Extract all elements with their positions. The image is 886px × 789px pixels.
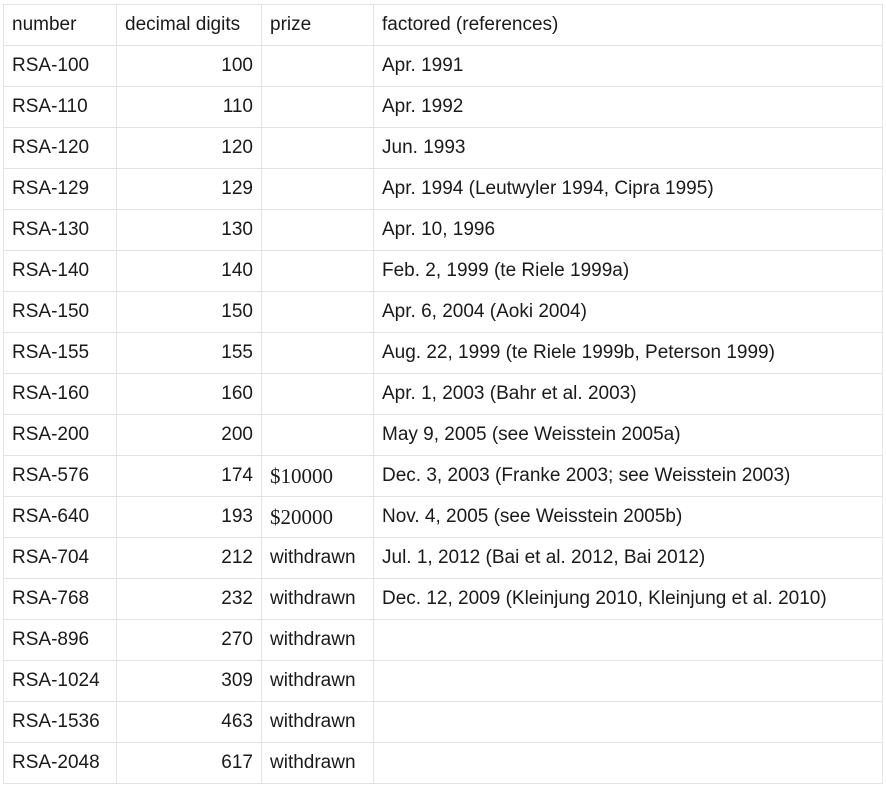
cell-factored: Apr. 1994 (Leutwyler 1994, Cipra 1995)	[373, 168, 883, 210]
cell-factored: Apr. 1992	[373, 86, 883, 128]
cell-number: RSA-130	[3, 209, 117, 251]
cell-number: RSA-704	[3, 537, 117, 579]
cell-decimal-digits: 200	[116, 414, 262, 456]
header-prize: prize	[261, 4, 374, 46]
cell-decimal-digits: 155	[116, 332, 262, 374]
header-decimal-digits: decimal digits	[116, 4, 262, 46]
cell-factored: Feb. 2, 1999 (te Riele 1999a)	[373, 250, 883, 292]
cell-prize	[261, 86, 374, 128]
cell-number: RSA-155	[3, 332, 117, 374]
cell-decimal-digits: 150	[116, 291, 262, 333]
cell-decimal-digits: 100	[116, 45, 262, 87]
cell-factored: May 9, 2005 (see Weisstein 2005a)	[373, 414, 883, 456]
cell-factored: Apr. 1991	[373, 45, 883, 87]
table-row: RSA-200 200 May 9, 2005 (see Weisstein 200…	[3, 414, 883, 456]
cell-factored	[373, 742, 883, 784]
cell-factored: Jun. 1993	[373, 127, 883, 169]
table-row: RSA-1536 463 withdrawn	[3, 701, 883, 743]
cell-prize: withdrawn	[261, 742, 374, 784]
table-row: RSA-129 129 Apr. 1994 (Leutwyler 1994, Cip…	[3, 168, 883, 210]
table-row: RSA-130 130 Apr. 10, 1996	[3, 209, 883, 251]
cell-decimal-digits: 174	[116, 455, 262, 497]
cell-decimal-digits: 212	[116, 537, 262, 579]
table-row: RSA-140 140 Feb. 2, 1999 (te Riele 1999a)	[3, 250, 883, 292]
cell-number: RSA-640	[3, 496, 117, 538]
table-row: RSA-896 270 withdrawn	[3, 619, 883, 661]
table-row: RSA-768 232 withdrawn Dec. 12, 2009 (Kleinj…	[3, 578, 883, 620]
table-header-row: number decimal digits prize factored (re…	[3, 4, 883, 46]
cell-number: RSA-140	[3, 250, 117, 292]
table-body: RSA-100 100 Apr. 1991 RSA-110 110 Apr. 1992 RS…	[3, 45, 883, 784]
cell-number: RSA-160	[3, 373, 117, 415]
cell-decimal-digits: 617	[116, 742, 262, 784]
cell-number: RSA-150	[3, 291, 117, 333]
cell-number: RSA-2048	[3, 742, 117, 784]
cell-number: RSA-129	[3, 168, 117, 210]
table-row: RSA-704 212 withdrawn Jul. 1, 2012 (Bai et …	[3, 537, 883, 579]
cell-prize	[261, 414, 374, 456]
cell-prize: $10000	[261, 455, 374, 497]
cell-factored	[373, 660, 883, 702]
cell-prize	[261, 291, 374, 333]
cell-prize	[261, 250, 374, 292]
cell-prize: withdrawn	[261, 578, 374, 620]
cell-number: RSA-896	[3, 619, 117, 661]
cell-decimal-digits: 160	[116, 373, 262, 415]
cell-decimal-digits: 232	[116, 578, 262, 620]
cell-prize	[261, 332, 374, 374]
cell-number: RSA-768	[3, 578, 117, 620]
cell-number: RSA-576	[3, 455, 117, 497]
cell-number: RSA-1536	[3, 701, 117, 743]
header-number: number	[3, 4, 117, 46]
table-row: RSA-150 150 Apr. 6, 2004 (Aoki 2004)	[3, 291, 883, 333]
cell-decimal-digits: 120	[116, 127, 262, 169]
cell-decimal-digits: 463	[116, 701, 262, 743]
cell-prize	[261, 45, 374, 87]
cell-factored: Apr. 10, 1996	[373, 209, 883, 251]
cell-prize	[261, 168, 374, 210]
cell-prize: withdrawn	[261, 660, 374, 702]
cell-factored: Aug. 22, 1999 (te Riele 1999b, Peterson …	[373, 332, 883, 374]
cell-factored	[373, 701, 883, 743]
table-row: RSA-2048 617 withdrawn	[3, 742, 883, 784]
cell-number: RSA-120	[3, 127, 117, 169]
cell-factored: Nov. 4, 2005 (see Weisstein 2005b)	[373, 496, 883, 538]
cell-number: RSA-1024	[3, 660, 117, 702]
rsa-numbers-table: number decimal digits prize factored (re…	[3, 4, 883, 784]
cell-factored: Apr. 6, 2004 (Aoki 2004)	[373, 291, 883, 333]
cell-prize: withdrawn	[261, 537, 374, 579]
table-row: RSA-120 120 Jun. 1993	[3, 127, 883, 169]
cell-factored: Jul. 1, 2012 (Bai et al. 2012, Bai 2012)	[373, 537, 883, 579]
cell-number: RSA-200	[3, 414, 117, 456]
cell-number: RSA-100	[3, 45, 117, 87]
table-row: RSA-1024 309 withdrawn	[3, 660, 883, 702]
cell-decimal-digits: 140	[116, 250, 262, 292]
cell-decimal-digits: 130	[116, 209, 262, 251]
cell-decimal-digits: 129	[116, 168, 262, 210]
cell-prize: withdrawn	[261, 619, 374, 661]
cell-decimal-digits: 270	[116, 619, 262, 661]
cell-factored: Dec. 3, 2003 (Franke 2003; see Weisstein…	[373, 455, 883, 497]
table-row: RSA-640 193 $20000 Nov. 4, 2005 (see Weisst…	[3, 496, 883, 538]
cell-number: RSA-110	[3, 86, 117, 128]
table-row: RSA-110 110 Apr. 1992	[3, 86, 883, 128]
table-row: RSA-100 100 Apr. 1991	[3, 45, 883, 87]
table-row: RSA-155 155 Aug. 22, 1999 (te Riele 1999b,…	[3, 332, 883, 374]
cell-prize: withdrawn	[261, 701, 374, 743]
cell-decimal-digits: 110	[116, 86, 262, 128]
cell-prize	[261, 127, 374, 169]
cell-prize: $20000	[261, 496, 374, 538]
table-row: RSA-576 174 $10000 Dec. 3, 2003 (Franke 200…	[3, 455, 883, 497]
cell-factored: Apr. 1, 2003 (Bahr et al. 2003)	[373, 373, 883, 415]
cell-factored	[373, 619, 883, 661]
cell-factored: Dec. 12, 2009 (Kleinjung 2010, Kleinjung…	[373, 578, 883, 620]
header-factored: factored (references)	[373, 4, 883, 46]
table-row: RSA-160 160 Apr. 1, 2003 (Bahr et al. 2003…	[3, 373, 883, 415]
cell-decimal-digits: 193	[116, 496, 262, 538]
cell-prize	[261, 209, 374, 251]
cell-prize	[261, 373, 374, 415]
cell-decimal-digits: 309	[116, 660, 262, 702]
